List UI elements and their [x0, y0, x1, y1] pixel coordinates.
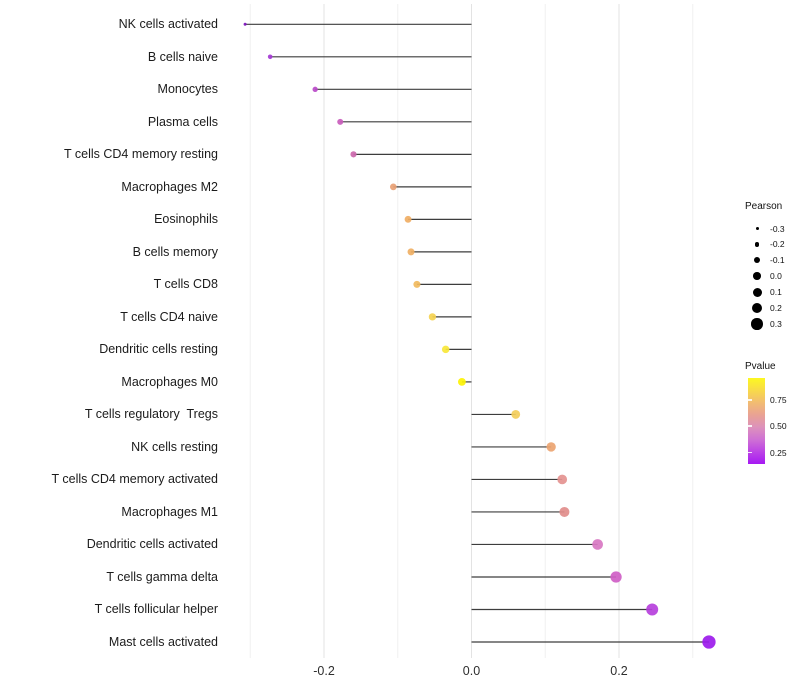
lollipop-dot: [559, 506, 570, 517]
lollipop-dot: [267, 54, 273, 60]
pvalue-colorbar-tick: [748, 451, 752, 454]
y-axis-label: B cells naive: [147, 49, 218, 64]
pearson-legend-dot-icon: [755, 227, 759, 230]
x-axis-tick-label: -0.2: [313, 664, 335, 678]
lollipop-dot: [511, 410, 521, 419]
pvalue-color-legend: Pvalue 0.75 0.50 0.25: [745, 361, 800, 471]
y-axis-label: Dendritic cells activated: [86, 537, 218, 552]
pearson-legend-dot-icon: [752, 287, 762, 297]
y-axis-label: Monocytes: [157, 82, 218, 97]
pearson-legend-dot-icon: [751, 302, 763, 314]
pearson-legend-value: -0.2: [770, 239, 785, 250]
y-axis-label: T cells gamma delta: [106, 569, 218, 584]
pvalue-colorbar: [748, 378, 765, 464]
y-axis-label: Macrophages M0: [121, 374, 218, 389]
y-axis-label: T cells follicular helper: [94, 602, 218, 617]
pearson-legend-entry: 0.0: [745, 271, 800, 292]
lollipop-dot: [350, 151, 357, 158]
y-axis-label: T cells regulatory Tregs: [84, 407, 218, 422]
lollipop-dot: [312, 86, 318, 92]
y-axis-label: Dendritic cells resting: [99, 342, 218, 357]
y-axis-label: T cells CD4 naive: [120, 309, 218, 324]
lollipop-dot: [610, 571, 622, 583]
lollipop-dot: [557, 474, 568, 485]
y-axis-label: B cells memory: [132, 244, 218, 259]
pvalue-legend-value: 0.25: [770, 447, 787, 458]
lollipop-dot: [428, 313, 437, 321]
pvalue-legend-title: Pvalue: [745, 361, 776, 372]
y-axis-label: Plasma cells: [147, 114, 218, 129]
pearson-legend-entry: 0.3: [745, 318, 800, 340]
pearson-legend-entry: -0.2: [745, 239, 800, 260]
y-axis-label: T cells CD8: [153, 277, 218, 292]
y-axis-label: Macrophages M2: [121, 179, 218, 194]
lollipop-dot: [546, 442, 556, 452]
y-axis-label: T cells CD4 memory activated: [51, 472, 219, 487]
pearson-legend-entry: 0.1: [745, 287, 800, 308]
pearson-legend-value: 0.2: [770, 303, 782, 313]
y-axis-label: Eosinophils: [154, 212, 218, 227]
pvalue-legend-value: 0.50: [770, 420, 787, 431]
pearson-legend-dot-icon: [753, 257, 761, 264]
pearson-legend-value: 0.3: [770, 318, 782, 329]
x-axis-tick-label: 0.0: [462, 664, 481, 678]
lollipop-dot: [458, 378, 466, 386]
lollipop-dot: [407, 248, 415, 256]
lollipop-dot: [592, 539, 603, 550]
pearson-legend-entry: 0.2: [745, 302, 800, 324]
pvalue-legend-value: 0.75: [770, 395, 787, 406]
pearson-legend-dot-icon: [753, 272, 761, 280]
pearson-legend-entry: -0.1: [745, 255, 800, 276]
pearson-legend-dot-icon: [751, 318, 763, 330]
pearson-legend-title: Pearson: [745, 201, 783, 212]
y-axis-label: Macrophages M1: [121, 504, 218, 519]
y-axis-label: T cells CD4 memory resting: [64, 147, 218, 162]
pearson-size-legend: Pearson -0.3 -0.2 -0.1 0.0 0.1 0.2 0.3: [745, 201, 800, 339]
y-axis-label: NK cells activated: [118, 17, 218, 32]
pearson-legend-value: -0.3: [770, 223, 785, 234]
lollipop-dot: [404, 215, 412, 223]
pearson-legend-entry: -0.3: [745, 224, 800, 245]
pearson-legend-dot-icon: [754, 242, 760, 247]
pvalue-colorbar-tick: [748, 399, 752, 401]
pearson-legend-value: 0.1: [770, 287, 782, 298]
lollipop-dot: [413, 280, 421, 288]
x-axis-tick-label: 0.2: [610, 664, 628, 678]
y-axis-label: NK cells resting: [131, 439, 218, 454]
lollipop-dot: [337, 118, 344, 125]
pearson-legend-value: 0.0: [770, 271, 782, 282]
lollipop-dot: [646, 603, 659, 616]
y-axis-label: Mast cells activated: [108, 634, 218, 649]
pvalue-colorbar-tick: [748, 425, 752, 427]
lollipop-dot: [441, 345, 450, 354]
lollipop-dot: [702, 635, 716, 649]
lollipop-dot: [389, 183, 397, 191]
lollipop-dot: [243, 22, 247, 26]
pearson-legend-value: -0.1: [770, 255, 785, 266]
